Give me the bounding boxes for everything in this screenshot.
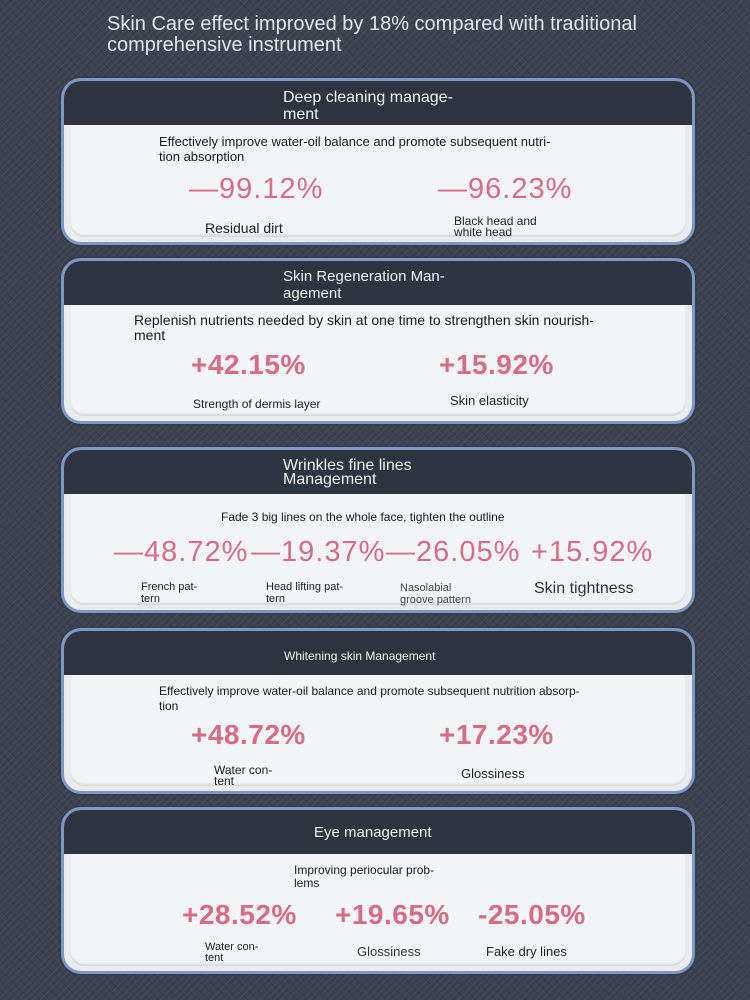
metric-value: +42.15% bbox=[191, 349, 306, 380]
card-title: Skin Regeneration Man- agement bbox=[283, 268, 445, 302]
metric-value: —96.23% bbox=[438, 173, 573, 205]
metric-value: +15.92% bbox=[439, 349, 554, 380]
card-description: Effectively improve water-oil balance an… bbox=[159, 684, 580, 713]
metric-label: Strength of dermis layer bbox=[193, 397, 321, 411]
card-wrinkles: Wrinkles fine lines Management Fade 3 bi… bbox=[61, 447, 695, 613]
metric-label: Fake dry lines bbox=[486, 944, 567, 959]
card-body: Improving periocular prob- lems +28.52% … bbox=[70, 854, 686, 966]
card-body: Effectively improve water-oil balance an… bbox=[70, 675, 686, 788]
metric-value: —19.37% bbox=[251, 536, 386, 568]
metric-value: +17.23% bbox=[439, 719, 554, 750]
metric-label: Skin elasticity bbox=[450, 393, 529, 408]
metric-label: Glossiness bbox=[357, 944, 421, 959]
metric-label: Glossiness bbox=[461, 766, 525, 781]
card-description: Replenish nutrients needed by skin at on… bbox=[134, 312, 594, 343]
card-skin-regeneration: Skin Regeneration Man- agement Replenish… bbox=[61, 258, 695, 424]
card-header: Eye management bbox=[64, 810, 692, 854]
card-body: Effectively improve water-oil balance an… bbox=[70, 125, 686, 239]
metric-value: -25.05% bbox=[478, 899, 586, 930]
metric-value: —99.12% bbox=[189, 173, 324, 205]
card-body: Fade 3 big lines on the whole face, tigh… bbox=[70, 494, 686, 606]
card-title: Wrinkles fine lines Management bbox=[283, 457, 412, 488]
card-body: Replenish nutrients needed by skin at on… bbox=[70, 305, 686, 416]
page-headline: Skin Care effect improved by 18% compare… bbox=[107, 13, 637, 56]
card-header: Whitening skin Management bbox=[64, 631, 692, 675]
card-header: Wrinkles fine lines Management bbox=[64, 450, 692, 494]
card-title: Whitening skin Management bbox=[284, 649, 436, 663]
card-header: Skin Regeneration Man- agement bbox=[64, 261, 692, 305]
card-description: Effectively improve water-oil balance an… bbox=[159, 134, 551, 164]
card-title: Deep cleaning manage- ment bbox=[283, 89, 453, 123]
metric-value: —48.72% bbox=[114, 536, 249, 568]
metric-label: Black head and white head bbox=[454, 214, 537, 239]
card-eye-management: Eye management Improving periocular prob… bbox=[61, 807, 695, 974]
metric-label: Head lifting pat- tern bbox=[266, 581, 344, 605]
metric-label: Nasolabial groove pattern bbox=[400, 582, 471, 606]
metric-value: +28.52% bbox=[182, 899, 297, 930]
metric-label: Water con- tent bbox=[205, 941, 259, 964]
metric-value: +15.92% bbox=[531, 536, 654, 568]
card-header: Deep cleaning manage- ment bbox=[64, 81, 692, 125]
metric-label: Water con- tent bbox=[214, 763, 273, 788]
card-deep-cleaning: Deep cleaning manage- ment Effectively i… bbox=[61, 78, 695, 245]
metric-value: —26.05% bbox=[386, 536, 521, 568]
metric-value: +19.65% bbox=[335, 899, 450, 930]
metric-value: +48.72% bbox=[191, 719, 306, 750]
metric-label: Residual dirt bbox=[205, 220, 283, 236]
card-description: Fade 3 big lines on the whole face, tigh… bbox=[221, 510, 505, 524]
card-description: Improving periocular prob- lems bbox=[294, 863, 435, 890]
card-whitening: Whitening skin Management Effectively im… bbox=[61, 628, 695, 794]
metric-label: French pat- tern bbox=[141, 581, 198, 605]
card-title: Eye management bbox=[314, 824, 432, 841]
metric-label: Skin tightness bbox=[534, 580, 634, 597]
